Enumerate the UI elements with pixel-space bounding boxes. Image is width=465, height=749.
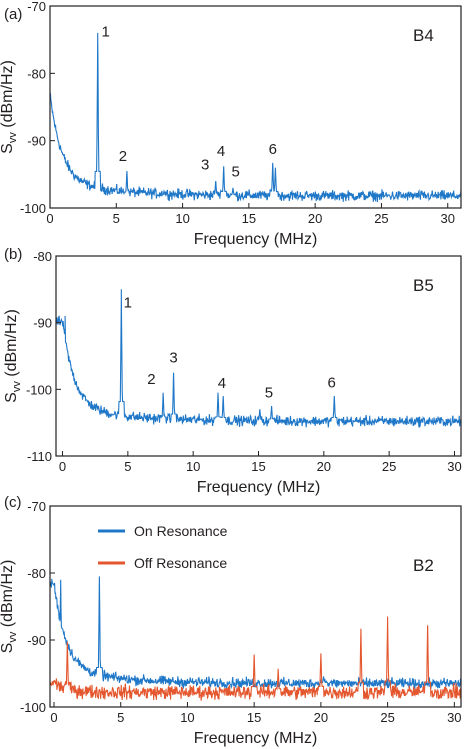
y-axis-label: Svv (dBm/Hz) [0,60,19,154]
y-axis-label-unit: (dBm/Hz) [0,60,16,132]
x-tick-label: 30 [441,211,455,226]
peak-label: 6 [327,374,335,391]
x-tick-label: 30 [447,459,461,474]
x-tick-label: 20 [317,459,331,474]
peak-label: 1 [124,294,132,311]
series-line-on-resonance [50,576,461,692]
x-axis-label: Frequency (MHz) [194,231,318,248]
y-tick-label: -100 [20,201,46,216]
x-tick-label: 0 [50,710,57,725]
x-tick-label: 15 [251,459,265,474]
x-tick-label: 5 [117,710,124,725]
peak-label: 2 [147,371,155,388]
plot-frame [55,255,462,457]
y-tick-label: -80 [33,249,52,264]
y-axis-label-subscript: vv [7,132,19,144]
y-axis-label-symbol: S [0,643,16,654]
y-tick-label: -90 [33,316,52,331]
x-tick-label: 20 [308,211,322,226]
y-tick-label: -80 [27,66,46,81]
y-tick-label: -90 [27,134,46,149]
x-tick-label: 20 [314,710,328,725]
plot-frame [49,5,462,209]
peak-label: 5 [265,384,273,401]
sample-tag: B4 [413,26,434,45]
y-axis-label: Svv (dBm/Hz) [0,560,19,654]
peak-label: 3 [169,350,177,367]
x-tick-label: 25 [374,211,388,226]
x-tick-label: 15 [242,211,256,226]
y-tick-label: -80 [27,566,46,581]
peak-label: 4 [217,143,225,160]
legend-label: Off Resonance [134,555,227,571]
x-tick-label: 0 [46,211,53,226]
series-line-spectrum [50,32,461,203]
y-axis-label-unit: (dBm/Hz) [0,560,16,632]
x-tick-label: 25 [382,459,396,474]
x-tick-label: 10 [186,459,200,474]
peak-label: 1 [102,23,110,40]
sample-tag: B2 [413,556,434,575]
x-tick-label: 10 [180,710,194,725]
x-tick-label: 10 [175,211,189,226]
y-tick-label: -100 [26,382,52,397]
peak-label: 6 [269,141,277,158]
y-tick-label: -110 [27,449,52,464]
y-axis-label-symbol: S [0,143,16,154]
x-tick-label: 15 [247,710,261,725]
x-axis-label: Frequency (MHz) [197,479,321,496]
peak-label: 3 [201,157,209,174]
peak-label: 4 [218,375,226,392]
series-line-spectrum [56,289,461,428]
y-tick-label: -90 [27,633,46,648]
y-axis-label-subscript: vv [7,631,19,643]
y-tick-label: -70 [27,0,46,14]
chart-panel-3: 0 5 10 15 20 25 30 -100 -90 -80 -70 Frequency (MHz)… [0,494,462,747]
x-axis-label: Frequency (MHz) [194,730,318,747]
peak-label: 2 [119,148,127,165]
plot-frame [49,505,462,708]
panel-label: (b) [4,246,22,263]
x-tick-label: 5 [113,211,120,226]
y-axis-label-symbol: S [3,392,20,403]
y-tick-label: -100 [20,700,46,715]
panel-label: (a) [4,6,22,23]
y-axis-label-unit: (dBm/Hz) [3,309,20,381]
legend-label: On Resonance [134,523,228,539]
x-tick-label: 25 [380,710,394,725]
x-tick-label: 5 [124,459,131,474]
x-tick-label: 30 [447,710,461,725]
x-tick-label: 0 [59,459,66,474]
sample-tag: B5 [413,276,434,295]
y-tick-label: -70 [27,499,46,514]
series-line-off-resonance [50,616,461,701]
y-axis-label: Svv (dBm/Hz) [3,309,23,403]
y-axis-label-subscript: vv [11,381,23,393]
peak-label: 5 [231,163,239,180]
panel-label: (c) [4,494,22,511]
